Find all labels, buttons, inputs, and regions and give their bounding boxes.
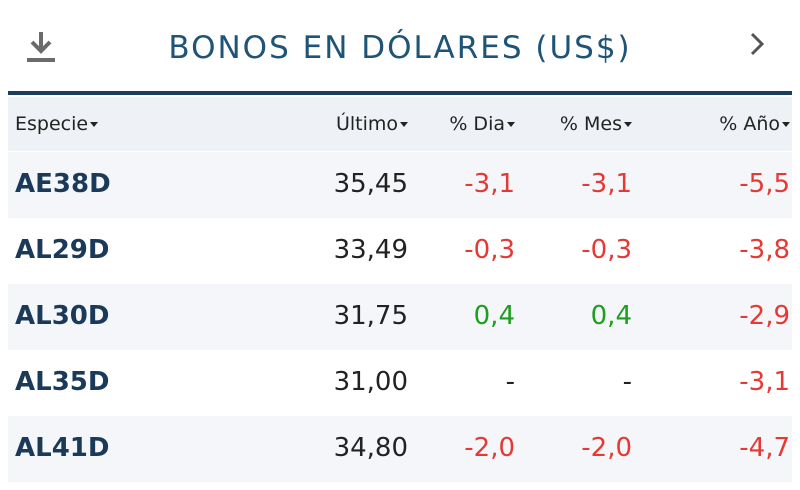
table-row	[8, 218, 792, 284]
last-price: 35,45	[333, 169, 408, 199]
download-icon[interactable]	[24, 28, 64, 68]
percent-change: -5,5	[739, 169, 790, 199]
percent-change: -	[505, 367, 515, 397]
percent-change: 0,4	[590, 301, 632, 331]
column-header[interactable]: Especie	[15, 113, 98, 135]
last-price: 31,00	[333, 367, 408, 397]
percent-change: -0,3	[464, 235, 515, 265]
percent-change: -2,0	[464, 433, 515, 463]
percent-change: -4,7	[739, 433, 790, 463]
column-header[interactable]: Último	[336, 113, 408, 135]
table-row	[8, 416, 792, 482]
table-row	[8, 284, 792, 350]
percent-change: 0,4	[473, 301, 515, 331]
percent-change: -3,8	[739, 235, 790, 265]
column-header[interactable]: % Año	[719, 113, 790, 135]
percent-change: -3,1	[739, 367, 790, 397]
percent-change: -3,1	[464, 169, 515, 199]
last-price: 33,49	[333, 235, 408, 265]
column-header[interactable]: % Dia	[449, 113, 515, 135]
bond-symbol: AL35D	[15, 367, 110, 397]
table-row	[8, 350, 792, 416]
next-chevron[interactable]	[746, 30, 770, 60]
bond-symbol: AL41D	[15, 433, 110, 463]
bond-symbol: AL29D	[15, 235, 110, 265]
widget-title: BONOS EN DÓLARES (US$)	[168, 30, 632, 66]
percent-change: -2,0	[581, 433, 632, 463]
bond-symbol: AE38D	[15, 169, 111, 199]
percent-change: -3,1	[581, 169, 632, 199]
percent-change: -	[622, 367, 632, 397]
last-price: 31,75	[333, 301, 408, 331]
last-price: 34,80	[333, 433, 408, 463]
widget-header: BONOS EN DÓLARES (US$)	[8, 0, 792, 95]
table-row	[8, 152, 792, 218]
column-header[interactable]: % Mes	[560, 113, 632, 135]
bond-symbol: AL30D	[15, 301, 110, 331]
percent-change: -2,9	[739, 301, 790, 331]
percent-change: -0,3	[581, 235, 632, 265]
